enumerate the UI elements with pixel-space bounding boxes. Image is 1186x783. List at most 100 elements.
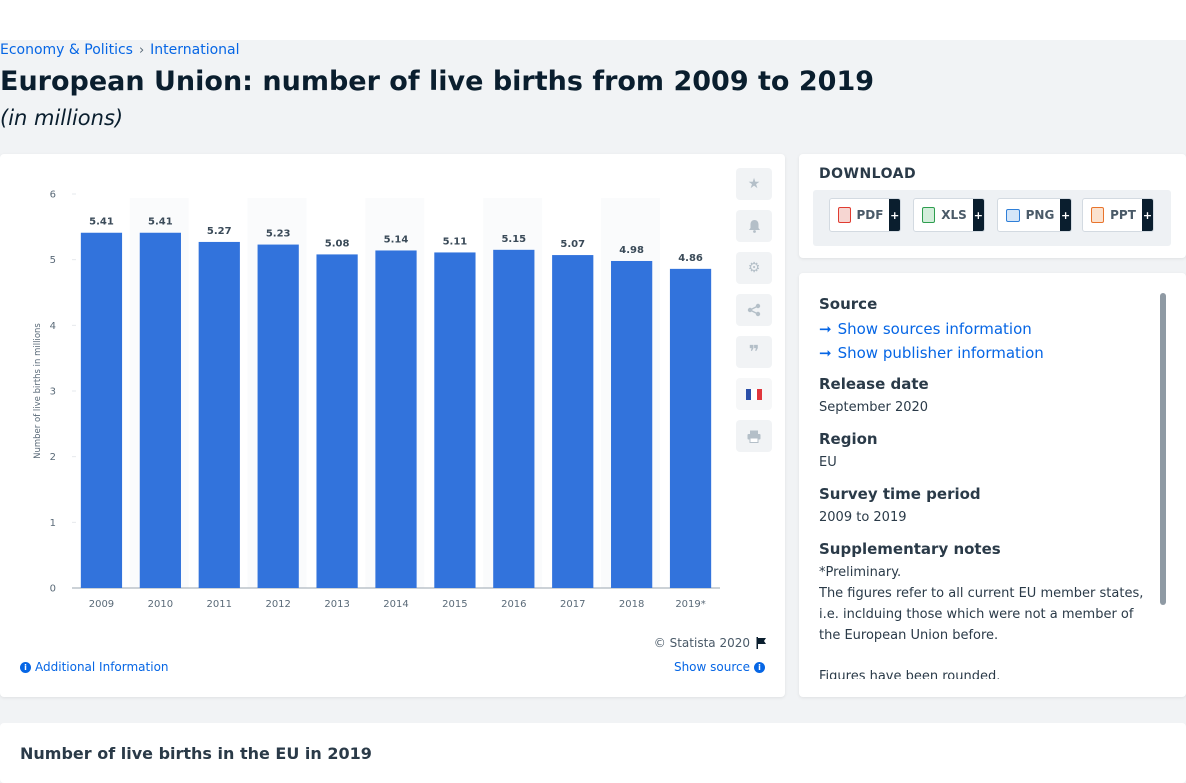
download-title: DOWNLOAD [819,166,917,182]
bar [493,249,535,589]
download-xls-button[interactable]: XLS + [913,198,985,232]
bar-value-label: 5.07 [560,239,585,250]
x-tick-label: 2014 [383,599,408,610]
statistic-details-content[interactable]: Source ➞ Show sources information ➞ Show… [819,295,1149,679]
breadcrumb: Economy & Politics › International [0,42,240,58]
flag-fr-icon [746,388,762,400]
bar [375,250,417,588]
share-icon [747,303,761,317]
bar [80,232,123,588]
x-tick-label: 2016 [501,599,526,610]
supplementary-note-3: Figures have been rounded. [819,669,1001,679]
supplementary-note-2: The figures refer to all current EU memb… [819,586,1144,643]
print-icon [747,430,761,443]
cite-button[interactable]: ❞ [736,336,772,368]
bar [139,232,181,588]
bell-icon [748,220,760,233]
show-publisher-label: Show publisher information [837,344,1044,362]
x-tick-label: 2019* [675,599,705,610]
related-statistic-title: Number of live births in the EU in 2019 [20,744,372,763]
region-heading: Region [819,430,878,448]
x-tick-label: 2017 [560,599,585,610]
download-ppt-label: PPT [1110,208,1136,222]
bar-value-label: 5.11 [443,236,468,247]
related-statistic-card: Number of live births in the EU in 2019 [0,723,1186,783]
info-icon: i [20,661,31,673]
download-pdf-button[interactable]: PDF + [829,198,901,232]
download-png-label: PNG [1025,208,1055,222]
chart-copyright: © Statista 2020 [654,636,767,650]
quote-icon: ❞ [748,341,760,363]
y-tick-label: 1 [50,518,56,529]
show-source-label: Show source [673,660,750,674]
bar [552,255,594,588]
page-subtitle: (in millions) [0,106,124,130]
bar-value-label: 5.23 [266,229,291,240]
gear-icon: ⚙ [747,260,761,276]
ppt-file-icon [1091,207,1105,223]
png-file-icon [1006,208,1020,222]
y-tick-label: 4 [50,321,56,332]
share-button[interactable] [736,294,772,326]
y-tick-label: 0 [50,584,56,595]
xls-file-icon [922,207,936,223]
star-icon: ★ [747,176,761,192]
release-date-heading: Release date [819,375,929,393]
plus-icon: + [889,199,900,231]
download-xls-label: XLS [941,208,967,222]
details-scrollbar[interactable] [1160,293,1166,605]
download-pdf-label: PDF [856,208,884,222]
show-sources-label: Show sources information [837,320,1032,338]
language-button[interactable] [736,378,772,410]
bar-chart: 0 1 2 3 4 5 6 Number of live births in millions… [33,190,722,610]
bar [257,244,299,588]
settings-button[interactable]: ⚙ [736,252,772,284]
show-source-link[interactable]: Show source i [674,660,765,674]
x-tick-label: 2009 [89,599,114,610]
bar-value-label: 5.41 [148,217,173,228]
bar-value-label: 5.15 [501,234,526,245]
statistic-details-card: Source ➞ Show sources information ➞ Show… [799,273,1186,697]
bar-value-label: 5.08 [325,238,350,249]
page-title: European Union: number of live births fr… [0,66,875,97]
bar [316,254,358,588]
breadcrumb-economy-politics[interactable]: Economy & Politics [0,42,133,58]
report-flag-icon[interactable] [756,637,767,649]
print-button[interactable] [736,420,772,452]
download-buttons-row: PDF + XLS + PNG + PPT + [813,190,1171,246]
survey-period-value: 2009 to 2019 [819,510,907,525]
bar [434,252,476,588]
breadcrumb-separator: › [138,42,145,58]
region-value: EU [819,455,837,470]
info-icon: i [754,661,765,673]
x-tick-label: 2015 [442,599,467,610]
download-png-button[interactable]: PNG + [997,198,1072,232]
x-tick-label: 2012 [265,599,290,610]
breadcrumb-international[interactable]: International [150,42,240,58]
plus-icon: + [1060,199,1071,231]
y-axis-label: Number of live births in millions [33,323,43,459]
bar [669,268,712,588]
supplementary-note-1: *Preliminary. [819,565,902,580]
y-tick-label: 2 [50,452,56,463]
bar-value-label: 5.41 [89,217,114,228]
additional-information-label: Additional Information [35,660,169,674]
source-heading: Source [819,295,878,313]
bar-value-label: 4.98 [619,245,644,256]
survey-period-heading: Survey time period [819,485,981,503]
y-tick-label: 5 [50,255,56,266]
x-tick-label: 2011 [207,599,232,610]
release-date-value: September 2020 [819,400,929,415]
plus-icon: + [1141,199,1153,231]
show-publisher-link[interactable]: ➞ Show publisher information [819,341,1149,365]
show-sources-link[interactable]: ➞ Show sources information [819,317,1149,341]
favorite-button[interactable]: ★ [736,168,772,200]
chart-card: 0 1 2 3 4 5 6 Number of live births in millions… [0,154,785,697]
download-ppt-button[interactable]: PPT + [1082,198,1154,232]
supplementary-notes-heading: Supplementary notes [819,540,1001,558]
bar-value-label: 5.27 [207,226,232,237]
additional-information-link[interactable]: i Additional Information [20,660,169,674]
chart-toolbar: ★ ⚙ ❞ [736,168,772,462]
notification-button[interactable] [736,210,772,242]
plus-icon: + [972,199,984,231]
